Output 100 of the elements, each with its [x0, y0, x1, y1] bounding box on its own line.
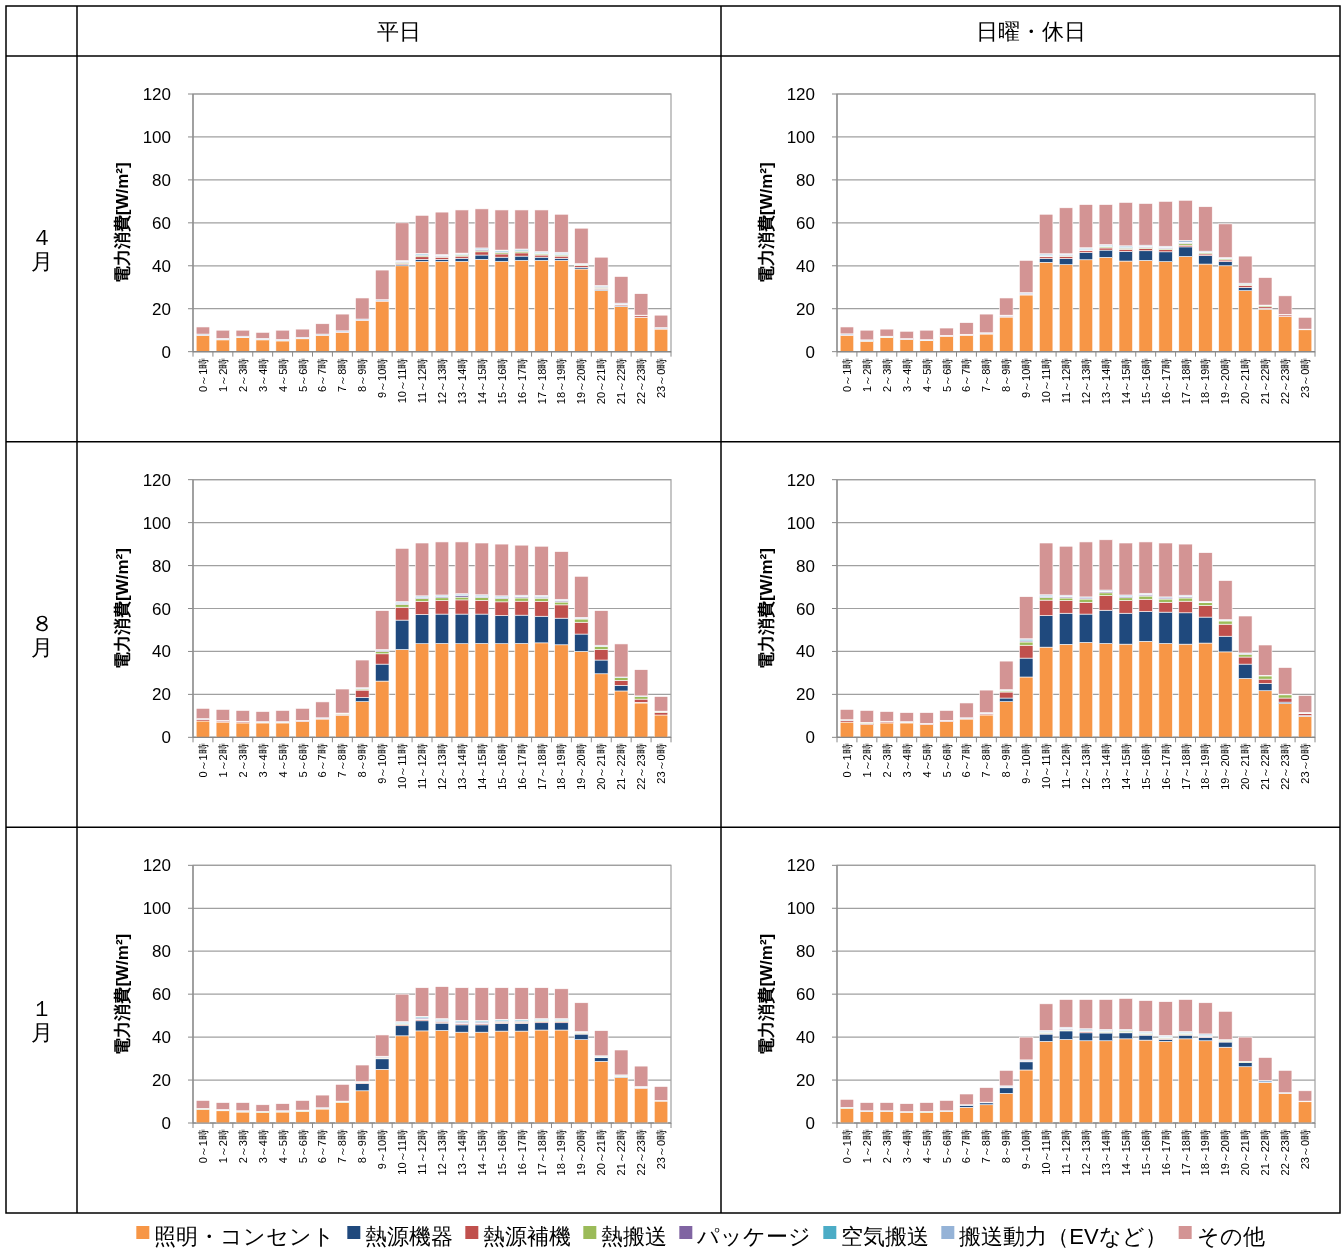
- x-tick-label: 22～23時: [635, 743, 648, 790]
- y-tick-label: 60: [796, 213, 815, 233]
- x-tick-label: 14～15時: [1119, 1129, 1132, 1176]
- y-tick-label: 20: [152, 685, 171, 705]
- x-tick-label: 23～0時: [655, 1129, 668, 1170]
- y-axis-title: 電力消費[W/m²]: [113, 933, 132, 1055]
- legend-label: 熱源補機: [483, 1224, 572, 1249]
- x-tick-label: 3～4時: [900, 1129, 913, 1164]
- x-tick-label: 19～20時: [1219, 357, 1232, 405]
- y-tick-label: 20: [152, 299, 171, 319]
- x-tick-label: 18～19時: [1199, 1129, 1212, 1176]
- x-tick-label: 8～9時: [356, 357, 369, 392]
- x-tick-label: 5～6時: [940, 1129, 953, 1164]
- y-tick-label: 120: [142, 856, 171, 876]
- x-tick-label: 11～12時: [416, 357, 429, 404]
- y-tick-label: 120: [142, 85, 171, 104]
- legend-label: 空気搬送: [841, 1224, 930, 1249]
- x-tick-label: 23～0時: [655, 357, 668, 399]
- x-tick-label: 2～3時: [880, 357, 893, 392]
- x-tick-label: 4～5時: [276, 1129, 289, 1164]
- text: １月: [30, 996, 53, 1046]
- x-tick-label: 16～17時: [1159, 1129, 1172, 1176]
- x-tick-label: 11～12時: [416, 743, 429, 789]
- x-tick-label: 1～2時: [216, 357, 229, 392]
- x-tick-label: 11～12時: [416, 1129, 429, 1175]
- x-tick-label: 17～18時: [1179, 1129, 1192, 1176]
- x-tick-label: 4～5時: [276, 357, 289, 392]
- x-tick-label: 7～8時: [980, 1129, 993, 1164]
- x-tick-label: 3～4時: [900, 357, 913, 392]
- y-tick-label: 0: [161, 342, 171, 362]
- x-tick-label: 19～20時: [575, 743, 588, 790]
- chart-title: 日曜・休日: [975, 19, 1086, 44]
- y-tick-label: 80: [796, 942, 815, 962]
- x-tick-label: 1～2時: [860, 357, 873, 392]
- x-tick-label: 7～8時: [980, 743, 993, 778]
- y-tick-label: 80: [152, 942, 171, 962]
- y-tick-label: 0: [805, 342, 815, 362]
- y-tick-label: 80: [152, 556, 171, 576]
- y-tick-label: 60: [796, 599, 815, 619]
- y-tick-label: 0: [805, 1114, 815, 1133]
- y-tick-label: 60: [152, 985, 171, 1005]
- x-tick-label: 18～19時: [1199, 357, 1212, 405]
- x-tick-label: 16～17時: [1159, 357, 1172, 405]
- x-tick-label: 9～10時: [376, 357, 389, 399]
- x-tick-label: 15～16時: [1139, 743, 1152, 790]
- x-tick-label: 21～22時: [615, 357, 628, 405]
- x-tick-label: 3～4時: [900, 743, 913, 778]
- x-tick-label: 9～10時: [1020, 357, 1033, 399]
- x-tick-label: 23～0時: [655, 743, 668, 784]
- x-tick-label: 15～16時: [1139, 1129, 1152, 1176]
- y-tick-label: 80: [152, 170, 171, 190]
- x-tick-label: 23～0時: [1299, 357, 1312, 399]
- legend-label: 熱源機器: [365, 1224, 454, 1249]
- x-tick-label: 16～17時: [1159, 743, 1172, 790]
- y-tick-label: 80: [796, 170, 815, 190]
- x-tick-label: 17～18時: [1179, 357, 1192, 405]
- x-tick-label: 1～2時: [216, 1129, 229, 1164]
- x-tick-label: 6～7時: [316, 1129, 329, 1164]
- x-tick-label: 20～21時: [595, 743, 608, 790]
- x-tick-label: 9～10時: [376, 1129, 389, 1170]
- y-tick-label: 40: [796, 256, 815, 276]
- y-tick-label: 120: [786, 85, 815, 104]
- x-tick-label: 17～18時: [1179, 743, 1192, 790]
- chart-title: 平日: [377, 19, 421, 44]
- x-tick-label: 20～21時: [595, 357, 608, 405]
- y-tick-label: 120: [786, 470, 815, 490]
- y-tick-label: 60: [796, 985, 815, 1005]
- x-tick-label: 20～21時: [595, 1129, 608, 1176]
- x-tick-label: 11～12時: [1060, 743, 1073, 789]
- x-tick-label: 0～1時: [196, 1129, 209, 1164]
- y-tick-label: 40: [152, 1028, 171, 1048]
- x-tick-label: 2～3時: [880, 743, 893, 778]
- x-tick-label: 1～2時: [860, 743, 873, 778]
- y-tick-label: 20: [796, 1071, 815, 1091]
- x-tick-label: 17～18時: [535, 743, 548, 790]
- x-tick-label: 6～7時: [960, 1129, 973, 1164]
- y-tick-label: 0: [161, 1114, 171, 1133]
- y-tick-label: 40: [796, 1028, 815, 1048]
- x-tick-label: 14～15時: [475, 743, 488, 790]
- text: ８月: [30, 610, 53, 660]
- x-tick-label: 3～4時: [256, 1129, 269, 1164]
- x-tick-label: 0～1時: [840, 1129, 853, 1164]
- legend-label: 照明・コンセント: [154, 1224, 336, 1249]
- x-tick-label: 10～11時: [1040, 743, 1053, 789]
- legend-label: 搬送動力（EVなど）: [959, 1224, 1167, 1249]
- x-tick-label: 4～5時: [920, 1129, 933, 1164]
- x-tick-label: 1～2時: [216, 743, 229, 778]
- x-tick-label: 0～1時: [196, 357, 209, 392]
- x-tick-label: 21～22時: [1259, 1129, 1272, 1176]
- legend-label: パッケージ: [696, 1224, 812, 1249]
- x-tick-label: 2～3時: [880, 1129, 893, 1164]
- y-axis-title: 電力消費[W/m²]: [113, 162, 132, 284]
- x-tick-label: 7～8時: [336, 1129, 349, 1164]
- text: ４月: [30, 224, 53, 274]
- x-tick-label: 10～11時: [396, 357, 409, 404]
- x-tick-label: 9～10時: [1020, 1129, 1033, 1170]
- y-tick-label: 100: [142, 513, 171, 533]
- x-tick-label: 21～22時: [1259, 743, 1272, 790]
- y-tick-label: 40: [152, 256, 171, 276]
- x-tick-label: 13～14時: [1099, 357, 1112, 405]
